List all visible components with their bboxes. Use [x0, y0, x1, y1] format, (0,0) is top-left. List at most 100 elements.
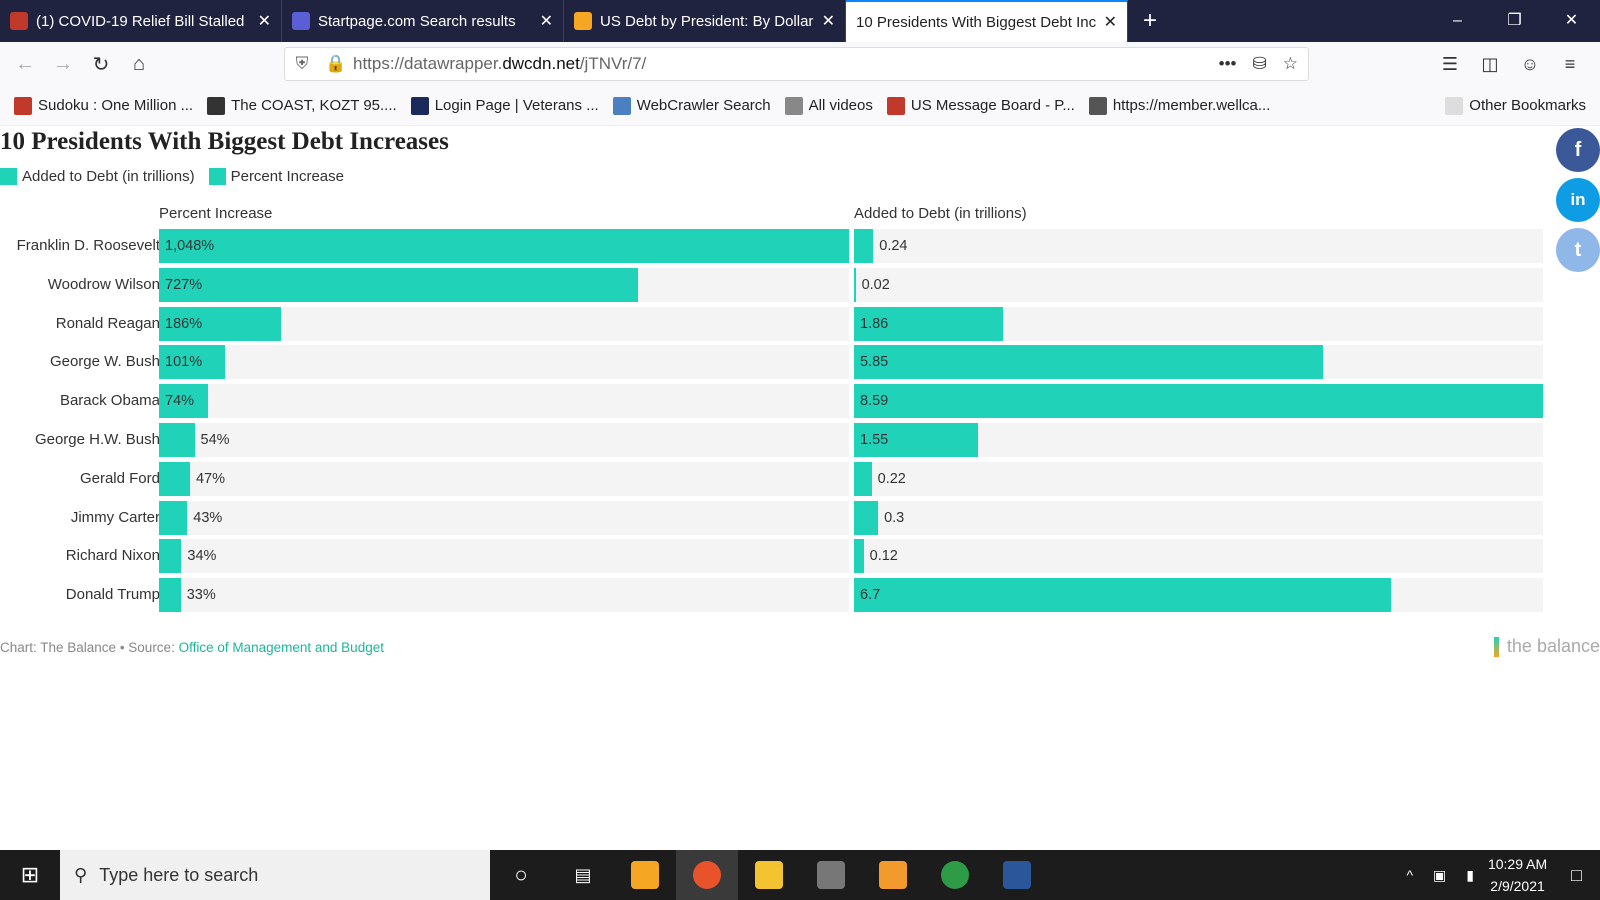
windows-start-button[interactable]: ⊞	[20, 862, 40, 887]
bookmark-label: US Message Board - P...	[910, 97, 1075, 114]
close-window-button[interactable]: ✕	[1564, 12, 1579, 29]
linkedin-share-button[interactable]: in	[1556, 178, 1600, 222]
word-app-icon[interactable]	[986, 850, 1048, 900]
notifications-icon[interactable]: □	[1571, 864, 1582, 885]
bar-value-label: 0.12	[869, 548, 898, 565]
twitter-share-button[interactable]: t	[1556, 228, 1600, 272]
bookmark-item[interactable]: All videos	[784, 96, 873, 115]
bar-value-label: 727%	[165, 276, 203, 293]
the-balance-logo: the balance	[1493, 636, 1600, 657]
bookmark-item[interactable]: Sudoku : One Million ...	[14, 96, 193, 115]
restore-button[interactable]: ❐	[1507, 12, 1522, 29]
tab-label: Startpage.com Search results	[318, 12, 516, 30]
eye-app-icon[interactable]	[800, 850, 862, 900]
bar-track: 1.86	[854, 306, 1543, 341]
debt-bar	[854, 306, 1004, 341]
tab[interactable]: US Debt by President: By Dollar ✕	[564, 0, 846, 42]
bar-track: 74%	[159, 384, 849, 419]
date: 2/9/2021	[1490, 878, 1545, 894]
reload-button[interactable]: ↻	[92, 53, 110, 76]
president-name: Jimmy Carter	[70, 508, 160, 526]
president-name: Donald Trump	[65, 586, 160, 604]
percent-bar	[159, 384, 208, 419]
close-tab-icon[interactable]: ✕	[539, 13, 553, 30]
cortana-button[interactable]: ○	[514, 862, 528, 887]
debt-bar	[854, 267, 856, 302]
bar-track: 34%	[159, 539, 849, 574]
bar-track: 47%	[159, 461, 849, 496]
debt-bar	[854, 539, 864, 574]
bookmark-favicon-icon	[207, 96, 226, 115]
bookmark-item[interactable]: US Message Board - P...	[886, 96, 1075, 115]
task-view-button[interactable]: ▤	[574, 864, 592, 885]
media-player-icon[interactable]	[862, 850, 924, 900]
bookmark-favicon-icon	[1088, 96, 1107, 115]
tab-label: (1) COVID-19 Relief Bill Stalled	[36, 12, 245, 30]
outlook-app-icon[interactable]	[614, 850, 676, 900]
legend-label: Added to Debt (in trillions)	[22, 168, 195, 185]
file-explorer-icon[interactable]	[738, 850, 800, 900]
home-button[interactable]: ⌂	[132, 52, 146, 75]
bookmark-item[interactable]: https://member.wellca...	[1088, 96, 1270, 115]
tab[interactable]: 10 Presidents With Biggest Debt Increase…	[846, 0, 1128, 42]
bar-value-label: 0.3	[884, 509, 905, 526]
bar-value-label: 33%	[186, 587, 216, 604]
pocket-icon[interactable]: ⛁	[1252, 54, 1267, 73]
bookmark-star-icon[interactable]: ☆	[1282, 54, 1298, 73]
library-icon[interactable]: ☰	[1441, 53, 1459, 74]
back-button[interactable]: ←	[15, 52, 35, 75]
tab[interactable]: (1) COVID-19 Relief Bill Stalled ✕	[0, 0, 282, 42]
chart-row: Barack Obama 74% 8.59	[0, 384, 1545, 419]
bookmark-item[interactable]: Login Page | Veterans ...	[410, 96, 599, 115]
network-icon[interactable]: ▣	[1433, 866, 1447, 883]
percent-bar	[159, 345, 226, 380]
percent-bar	[159, 306, 282, 341]
url-bar[interactable]: ⛨ 🔒 https://datawrapper. dwcdn.net/jTNVr/…	[284, 47, 1309, 81]
close-tab-icon[interactable]: ✕	[257, 13, 271, 30]
chart-row: Richard Nixon 34% 0.12	[0, 539, 1545, 574]
bar-track: 43%	[159, 500, 849, 535]
sidebar-icon[interactable]: ◫	[1481, 53, 1499, 74]
facebook-share-button[interactable]: f	[1556, 128, 1600, 172]
column-header-debt: Added to Debt (in trillions)	[854, 205, 1027, 222]
minimize-button[interactable]: –	[1453, 12, 1462, 29]
chevron-up-icon[interactable]: ^	[1406, 867, 1414, 883]
source-link[interactable]: Office of Management and Budget	[178, 640, 384, 655]
search-icon: ⚲	[74, 864, 88, 885]
tab[interactable]: Startpage.com Search results ✕	[282, 0, 564, 42]
debt-bar	[854, 423, 979, 457]
other-bookmarks[interactable]: Other Bookmarks	[1445, 96, 1586, 115]
tab-favicon-icon	[10, 12, 28, 30]
firefox-app-icon[interactable]	[676, 850, 738, 900]
bookmarks-bar: Sudoku : One Million ... The COAST, KOZT …	[0, 86, 1600, 126]
account-icon[interactable]: ☺	[1520, 53, 1540, 74]
bar-value-label: 1,048%	[165, 238, 215, 254]
president-name: Richard Nixon	[65, 547, 160, 565]
bar-track: 0.3	[854, 500, 1543, 535]
bar-value-label: 8.59	[860, 393, 889, 410]
checkmark-app-icon[interactable]	[924, 850, 986, 900]
more-actions-icon[interactable]: •••	[1218, 54, 1237, 73]
chart-row: Ronald Reagan 186% 1.86	[0, 306, 1545, 341]
bar-track: 8.59	[854, 384, 1543, 419]
shield-icon[interactable]: ⛨	[295, 54, 309, 73]
percent-bar	[159, 500, 188, 535]
bookmark-item[interactable]: The COAST, KOZT 95....	[207, 96, 397, 115]
forward-button[interactable]: →	[53, 52, 73, 75]
percent-bar	[159, 229, 849, 263]
menu-icon[interactable]: ≡	[1564, 53, 1576, 74]
bar-track: 33%	[159, 578, 849, 613]
new-tab-button[interactable]: +	[1142, 7, 1157, 34]
battery-icon[interactable]: ▮	[1466, 866, 1474, 883]
taskbar-search[interactable]: ⚲ Type here to search	[60, 850, 490, 900]
bar-value-label: 0.24	[879, 238, 908, 254]
bar-track: 186%	[159, 306, 849, 341]
search-placeholder: Type here to search	[99, 864, 259, 885]
close-tab-icon[interactable]: ✕	[821, 13, 835, 30]
clock[interactable]: 10:29 AM 2/9/2021	[1488, 853, 1547, 897]
bar-value-label: 54%	[200, 432, 230, 448]
navigation-bar: ← → ↻ ⌂ ⛨ 🔒 https://datawrapper. dwcdn.ne…	[0, 42, 1600, 86]
close-tab-icon[interactable]: ✕	[1103, 14, 1117, 31]
bookmark-item[interactable]: WebCrawler Search	[612, 96, 771, 115]
footer-text: Chart: The Balance • Source:	[0, 640, 179, 655]
